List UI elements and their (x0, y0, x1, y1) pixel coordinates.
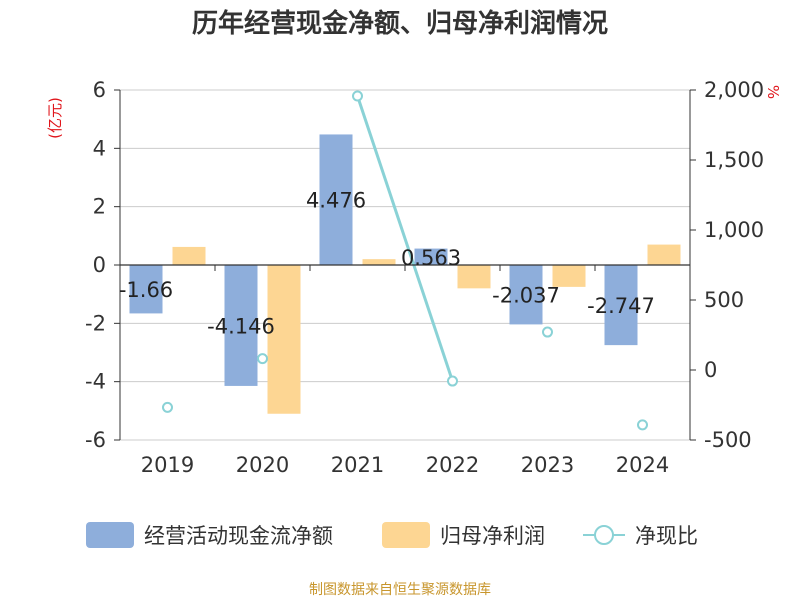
right-tick-label: -500 (704, 428, 752, 452)
cashflow-bar (509, 265, 543, 325)
ratio-point (542, 326, 553, 338)
cashflow-data-label: -4.146 (207, 314, 275, 338)
right-tick-label: 500 (704, 288, 744, 312)
cashflow-bar (319, 134, 353, 265)
netprofit-bar (267, 265, 301, 414)
netprofit-bar (172, 246, 206, 265)
cashflow-data-label: 4.476 (306, 189, 366, 213)
legend-item[interactable]: 归母净利润 (382, 522, 545, 548)
ratio-point (637, 419, 648, 431)
netprofit-bar (362, 259, 396, 265)
category-label: 2020 (236, 453, 289, 477)
right-tick-label: 1,500 (704, 148, 764, 172)
legend-label: 归母净利润 (440, 524, 545, 548)
ratio-point (162, 401, 173, 413)
cashflow-bar (604, 265, 638, 346)
left-tick-label: 4 (93, 136, 106, 160)
ratio-point (257, 353, 268, 365)
ratio-line-segment (356, 95, 454, 382)
category-label: 2019 (141, 453, 194, 477)
legend-label: 净现比 (635, 524, 698, 548)
right-unit-label: % (764, 85, 782, 99)
category-label: 2024 (616, 453, 669, 477)
right-tick-label: 1,000 (704, 218, 764, 242)
left-tick-label: 2 (93, 195, 106, 219)
category-label: 2021 (331, 453, 384, 477)
cashflow-bar (129, 265, 163, 314)
axes: 6 4 2 0 -2 -4 -6 2,000 1,500 1,000 500 0 -500 (亿元)% 20… (46, 78, 782, 477)
legend-swatch (382, 522, 430, 548)
netprofit-bar (552, 265, 586, 287)
legend-marker (594, 525, 614, 545)
left-tick-label: 0 (93, 253, 106, 277)
source-note: 制图数据来自恒生聚源数据库 (309, 582, 491, 598)
ratio-point (447, 375, 458, 387)
cashflow-data-label: -2.037 (492, 284, 560, 308)
netprofit-bar (457, 265, 491, 289)
netprofit-bar (647, 244, 681, 265)
left-unit-label: (亿元) (46, 97, 64, 139)
bars (129, 134, 681, 414)
legend-item[interactable]: 经营活动现金流净额 (86, 522, 333, 548)
left-tick-label: -4 (85, 370, 106, 394)
chart-title: 历年经营现金净额、归母净利润情况 (192, 8, 608, 39)
data-labels: -1.66 -4.146 4.476 0.563 -2.037 -2.747 (119, 189, 655, 339)
ratio-line (162, 90, 648, 431)
right-tick-label: 2,000 (704, 78, 764, 102)
legend-label: 经营活动现金流净额 (144, 524, 333, 548)
cashflow-data-label: -2.747 (587, 294, 655, 318)
left-tick-label: -2 (85, 311, 106, 335)
right-tick-label: 0 (704, 358, 717, 382)
ratio-point (352, 90, 363, 102)
cashflow-bar (414, 248, 448, 265)
category-label: 2023 (521, 453, 574, 477)
cashflow-bar (224, 265, 258, 386)
legend-swatch (86, 522, 134, 548)
cashflow-data-label: 0.563 (401, 246, 461, 270)
cashflow-data-label: -1.66 (119, 278, 173, 302)
legend-item[interactable]: 净现比 (583, 524, 698, 548)
legend[interactable]: 经营活动现金流净额 归母净利润 净现比 (86, 522, 698, 548)
left-tick-label: 6 (93, 78, 106, 102)
left-tick-label: -6 (85, 428, 106, 452)
category-label: 2022 (426, 453, 479, 477)
